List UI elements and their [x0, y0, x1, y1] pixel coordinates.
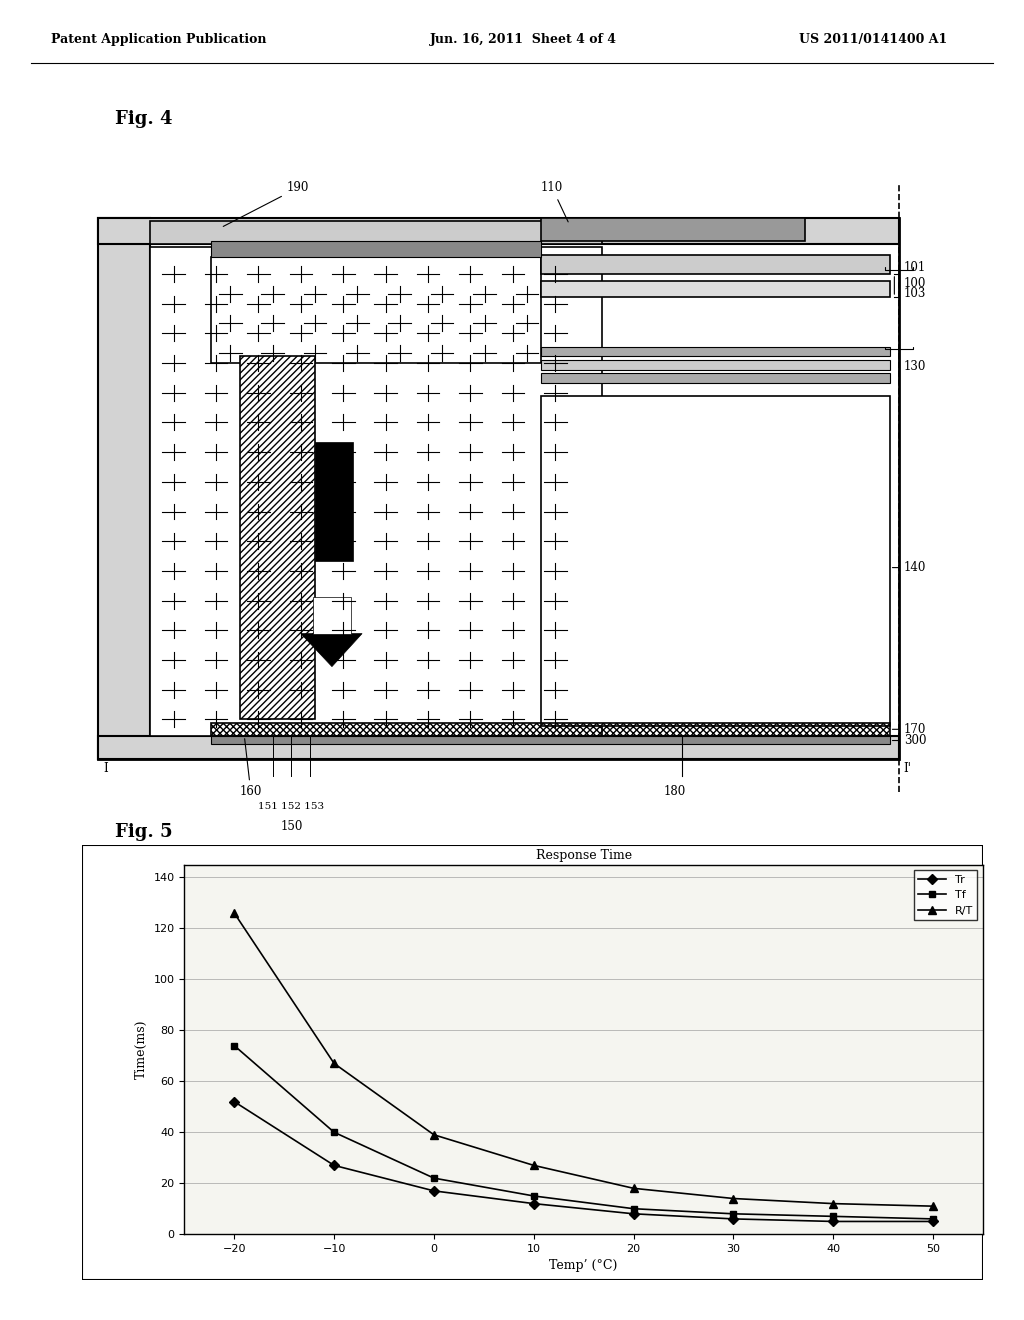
Tf	[527, 1188, 540, 1204]
Text: I: I	[103, 763, 108, 775]
X-axis label: Temp’ (°C): Temp’ (°C)	[550, 1259, 617, 1272]
Text: 110: 110	[541, 181, 568, 222]
Bar	[541, 359, 890, 370]
Tr	[628, 1206, 640, 1222]
Legend: Tr, Tf, R/T: Tr, Tf, R/T	[913, 870, 978, 920]
Bar	[541, 347, 890, 356]
Bar	[541, 372, 890, 383]
Text: Jun. 16, 2011  Sheet 4 of 4: Jun. 16, 2011 Sheet 4 of 4	[430, 33, 617, 46]
Text: I': I'	[904, 763, 911, 775]
Title: Response Time: Response Time	[536, 849, 632, 862]
Text: 150: 150	[281, 820, 303, 833]
Bar	[541, 281, 890, 297]
Tr	[927, 1213, 939, 1229]
Bar	[98, 218, 899, 759]
Bar	[541, 218, 805, 242]
R/T	[827, 1196, 840, 1212]
Bar	[211, 242, 541, 257]
Bar	[211, 737, 890, 744]
Tf	[328, 1125, 340, 1140]
Text: 170: 170	[904, 723, 926, 735]
Tr	[527, 1196, 540, 1212]
Text: 160: 160	[240, 739, 262, 799]
Tr	[328, 1158, 340, 1173]
Line: R/T: R/T	[230, 909, 937, 1210]
R/T	[228, 906, 241, 921]
Bar	[315, 442, 352, 561]
Line: Tr: Tr	[230, 1098, 937, 1225]
Text: 180: 180	[664, 785, 686, 799]
Text: US 2011/0141400 A1: US 2011/0141400 A1	[799, 33, 947, 46]
Tr	[727, 1210, 739, 1226]
Bar	[541, 396, 890, 726]
Tf	[827, 1208, 840, 1224]
Tf	[927, 1210, 939, 1226]
Bar	[98, 218, 151, 759]
Text: 151 152 153: 151 152 153	[258, 801, 325, 810]
Text: 101: 101	[904, 261, 926, 273]
Text: 130: 130	[904, 360, 926, 372]
R/T	[927, 1199, 939, 1214]
Bar	[313, 597, 351, 634]
Text: 190: 190	[223, 181, 309, 227]
Text: 140: 140	[904, 561, 926, 574]
Tf	[727, 1206, 739, 1222]
Text: Patent Application Publication: Patent Application Publication	[51, 33, 266, 46]
Bar	[151, 220, 602, 244]
Tf	[628, 1201, 640, 1217]
Bar	[240, 356, 315, 719]
Tr	[428, 1183, 440, 1199]
Bar	[211, 722, 890, 737]
Text: 103: 103	[904, 288, 926, 300]
Bar	[98, 737, 899, 759]
R/T	[727, 1191, 739, 1206]
Bar	[211, 257, 541, 363]
R/T	[328, 1056, 340, 1072]
Text: Fig. 4: Fig. 4	[115, 110, 173, 128]
Text: Fig. 5: Fig. 5	[115, 822, 173, 841]
Line: Tf: Tf	[230, 1041, 937, 1222]
Tf	[228, 1038, 241, 1053]
Tr	[228, 1094, 241, 1110]
Bar	[541, 256, 890, 275]
Tr	[827, 1213, 840, 1229]
R/T	[428, 1127, 440, 1143]
Bar	[98, 218, 899, 244]
Bar	[151, 248, 602, 737]
R/T	[527, 1158, 540, 1173]
Y-axis label: Time(ms): Time(ms)	[135, 1019, 147, 1080]
R/T	[628, 1180, 640, 1196]
Polygon shape	[301, 634, 362, 667]
Text: 100: 100	[904, 277, 926, 290]
Text: 300: 300	[904, 734, 927, 747]
Tf	[428, 1171, 440, 1187]
